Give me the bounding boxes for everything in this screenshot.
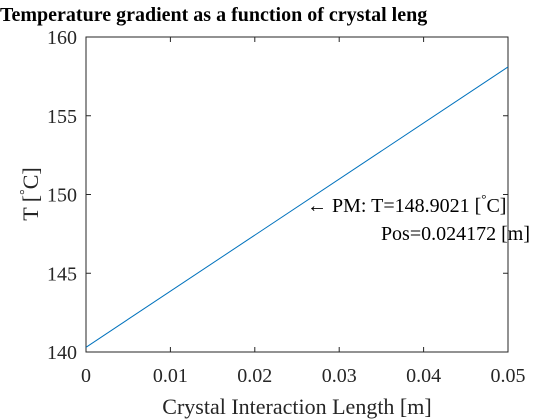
y-axis-ticks: 140 145 150 155 160	[47, 27, 508, 364]
y-tick-label: 160	[47, 27, 77, 49]
annotation-line-1a: ← PM: T=148.9021 [	[307, 195, 481, 217]
x-tick-label: 0.05	[491, 365, 526, 387]
plot-area: 0 0.01 0.02 0.03 0.04 0.05 140 145 150 155 160	[47, 27, 526, 387]
x-tick-label: 0.04	[406, 365, 441, 387]
y-axis-label-unit: C]	[18, 167, 43, 189]
x-tick-label: 0	[81, 365, 91, 387]
y-tick-label: 145	[47, 263, 77, 285]
y-axis-label: T [°C]	[18, 167, 43, 220]
annotation-line-1b: C]	[486, 195, 506, 217]
x-tick-label: 0.01	[153, 365, 188, 387]
y-axis-label-main: T [	[18, 195, 43, 221]
series-group	[85, 66, 509, 348]
y-tick-label: 140	[47, 342, 77, 364]
annotation-line-2: Pos=0.024172 [m]	[381, 223, 530, 245]
x-axis-ticks: 0 0.01 0.02 0.03 0.04 0.05	[81, 37, 526, 387]
annotation-line-1: ← PM: T=148.9021 [°C]	[307, 191, 506, 217]
chart-title: Temperature gradient as a function of cr…	[0, 4, 427, 26]
x-tick-label: 0.03	[322, 365, 357, 387]
x-tick-label: 0.02	[237, 365, 272, 387]
y-tick-label: 150	[47, 185, 77, 207]
axes-box	[85, 36, 509, 353]
y-axis-label-degree: °	[18, 189, 33, 195]
x-axis-label: Crystal Interaction Length [m]	[162, 394, 431, 419]
annotation-degree: °	[481, 191, 486, 206]
annotation: ← PM: T=148.9021 [°C] Pos=0.024172 [m]	[307, 191, 530, 245]
y-tick-label: 155	[47, 106, 77, 128]
series-line	[85, 66, 509, 348]
